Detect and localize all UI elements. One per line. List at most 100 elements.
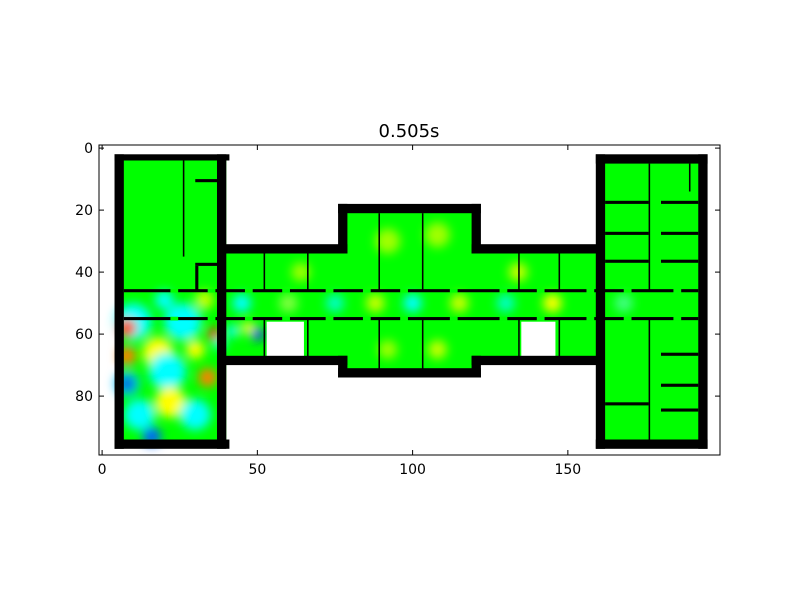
wall-segment [195,262,221,266]
wall-segment [182,160,185,257]
wall-segment [307,253,309,291]
field-value-blob [291,262,311,282]
wall-segment [338,368,481,378]
door-gap [207,316,216,321]
chart-title: 0.505s [379,121,440,142]
wall-segment [688,163,691,192]
wall-segment [595,154,606,449]
wall-layer [114,154,708,449]
wall-segment [123,317,699,321]
field-value-blob [123,399,155,431]
wall-segment [661,408,699,412]
wall-segment [216,355,348,366]
field-value-blob [375,228,401,254]
wall-segment [471,355,603,366]
door-gap [325,316,334,321]
door-gap [362,288,371,293]
field-value-blob [154,290,174,310]
y-tick-label: 80 [75,389,93,405]
wall-segment [216,154,227,449]
door-gap [244,316,253,321]
field-value-blob [325,293,345,313]
field-value-blob [614,293,634,313]
wall-segment [595,439,708,449]
field-value-blob [185,340,205,359]
wall-segment [605,259,649,263]
wall-segment [661,200,699,204]
door-gap [673,316,682,321]
wall-segment [661,352,699,356]
wall-segment [595,154,708,164]
wall-segment [338,355,348,378]
wall-segment [558,253,561,291]
door-gap [400,288,408,293]
door-gap [170,288,179,293]
field-value-blob [543,293,562,313]
field-value-blob [449,293,469,313]
door-gap [282,288,290,293]
door-gap [623,316,632,321]
wall-segment [518,253,520,291]
door-gap [400,316,408,321]
field-value-blob [251,327,264,341]
wall-segment [123,289,699,293]
x-axis: 0 50 100 150 [98,145,581,478]
field-value-blob [496,293,516,313]
field-value-blob [425,222,450,248]
wall-segment [605,200,649,204]
x-tick-label: 50 [248,462,266,478]
door-gap [325,288,334,293]
wall-segment [338,203,481,214]
door-gap [499,316,508,321]
door-gap [449,316,458,321]
door-gap [170,316,179,321]
door-gap [282,316,290,321]
x-tick-label: 150 [554,462,581,478]
wall-segment [216,244,348,254]
door-gap [536,288,545,293]
field-value-blob [232,293,252,313]
wall-segment [421,318,424,372]
wall-segment [471,355,481,378]
y-tick-label: 0 [84,141,93,157]
field-value-blob [403,293,422,313]
wall-segment [648,163,651,291]
wall-segment [338,203,348,254]
door-gap [499,288,508,293]
door-gap [449,288,458,293]
x-tick-label: 100 [399,462,426,478]
wall-segment [605,402,649,406]
wall-segment [263,318,266,362]
wall-segment [421,213,424,291]
door-gap [673,288,682,293]
door-gap [536,316,545,321]
field-value-blob [366,293,385,313]
wall-segment [558,318,561,362]
field-value-blob [154,386,186,418]
y-tick-label: 40 [75,265,93,281]
void-region [266,321,304,359]
wall-segment [661,231,699,235]
wall-segment [648,318,651,440]
field-value-blob [226,324,239,338]
wall-segment [471,203,481,254]
door-gap [207,288,216,293]
wall-segment [378,318,381,372]
wall-segment [661,259,699,263]
field-value-blob [195,290,214,310]
plot-frame [98,144,721,456]
field-value-blob [198,368,217,387]
wall-segment [661,383,699,387]
wall-segment [378,213,381,291]
door-gap [586,316,595,321]
field-value-blob [241,321,255,335]
door-gap [586,288,595,293]
wall-segment [307,318,309,362]
void-layer [266,293,711,359]
field-value-blob [428,340,447,359]
field-value-blob [164,303,202,341]
field-variation-layer [114,222,634,446]
wall-segment [114,154,230,161]
wall-segment [114,439,230,449]
